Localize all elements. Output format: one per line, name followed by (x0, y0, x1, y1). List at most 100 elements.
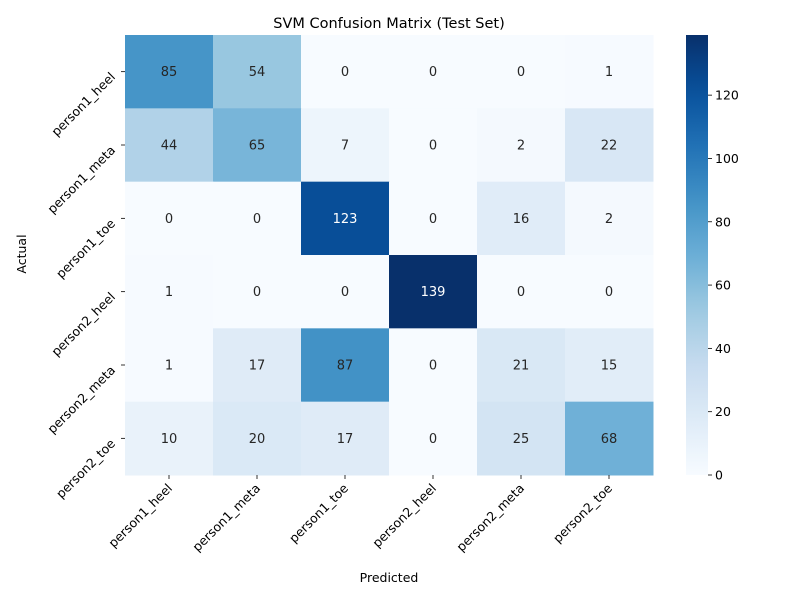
heatmap-cell (477, 35, 566, 109)
cell-value-label: 2 (517, 139, 525, 154)
cell-value-label: 1 (165, 285, 173, 300)
y-tick-label: person2_toe (53, 436, 118, 501)
cell-value-label: 0 (429, 432, 437, 447)
heatmap-cell (477, 328, 566, 403)
heatmap-cell (301, 255, 390, 329)
colorbar-tick-label: 60 (715, 278, 731, 293)
cell-value-label: 0 (429, 212, 437, 227)
heatmap-cell (213, 328, 302, 403)
y-tick-label: person2_heel (48, 289, 118, 359)
x-tick-labels: person1_heel person1_meta person1_toe perso… (105, 475, 615, 554)
heatmap-cell (301, 328, 390, 403)
cell-value-label: 44 (161, 139, 178, 154)
heatmap-cell (213, 255, 302, 329)
heatmap-cell (565, 328, 654, 403)
y-axis-label: Actual (14, 234, 29, 273)
cell-value-label: 68 (601, 432, 618, 447)
heatmap-cell (565, 181, 654, 256)
heatmap-cell (389, 181, 478, 256)
heatmap-cell (213, 181, 302, 256)
cell-value-label: 87 (337, 359, 354, 374)
heatmap-cell (477, 401, 566, 476)
cell-value-label: 16 (513, 212, 530, 227)
cell-value-label: 10 (161, 432, 178, 447)
x-tick-label: person1_toe (286, 480, 351, 545)
cell-value-label: 7 (341, 139, 349, 154)
y-tick-labels: person1_heelperson1_metaperson1_toeperso… (44, 69, 125, 501)
cell-annotations: 85 54 0 0 0 144 65 7 0 2 220 0 123 0 16 21 0 0 139 0 01 17 87 0… (161, 65, 618, 447)
cell-value-label: 21 (513, 359, 530, 374)
heatmap-cell (565, 401, 654, 476)
heatmap-cell (389, 35, 478, 109)
cell-value-label: 15 (601, 359, 618, 374)
colorbar-tick-label: 0 (715, 468, 723, 483)
y-tick-label: person1_toe (53, 216, 118, 281)
cell-value-label: 17 (337, 432, 354, 447)
cell-value-label: 65 (249, 139, 266, 154)
colorbar-tick-label: 40 (715, 341, 731, 356)
heatmap-cell (301, 181, 390, 256)
colorbar-tick-label: 120 (715, 88, 739, 103)
cell-value-label: 17 (249, 359, 266, 374)
heatmap-cell (213, 401, 302, 476)
heatmap-cell (565, 255, 654, 329)
heatmap-cell (389, 255, 478, 329)
cell-value-label: 1 (165, 359, 173, 374)
x-tick-label: person1_heel (105, 481, 175, 551)
x-tick-label: person2_meta (453, 481, 527, 555)
x-tick-label: person2_toe (550, 480, 615, 545)
heatmap-cell (565, 35, 654, 109)
cell-value-label: 0 (341, 285, 349, 300)
heatmap-cell (477, 181, 566, 256)
cell-value-label: 2 (605, 212, 613, 227)
cell-value-label: 0 (341, 65, 349, 80)
heatmap-cell (389, 401, 478, 476)
heatmap-cell (125, 328, 214, 403)
cell-value-label: 0 (605, 285, 613, 300)
colorbar-tick-label: 80 (715, 214, 731, 229)
x-tick-label: person2_heel (369, 481, 439, 551)
cell-value-label: 139 (421, 285, 446, 300)
cell-value-label: 0 (253, 212, 261, 227)
cell-value-label: 0 (517, 65, 525, 80)
cell-value-label: 54 (249, 65, 266, 80)
x-axis-label: Predicted (360, 570, 419, 585)
y-tick-label: person1_meta (44, 143, 118, 217)
y-tick-label: person2_meta (44, 363, 118, 437)
cell-value-label: 0 (429, 359, 437, 374)
heatmap-cell (213, 108, 302, 183)
heatmap-cell (477, 255, 566, 329)
heatmap-cell (389, 108, 478, 183)
heatmap-cell (213, 35, 302, 109)
heatmap-cell (125, 255, 214, 329)
cell-value-label: 85 (161, 65, 178, 80)
heatmap-cell (125, 35, 214, 109)
heatmap-cell (125, 401, 214, 476)
colorbar: 0 20 40 60 80 100 120 (686, 35, 739, 483)
heatmap-cell (565, 108, 654, 183)
cell-value-label: 0 (165, 212, 173, 227)
cell-value-label: 123 (333, 212, 358, 227)
colorbar-tick-label: 20 (715, 404, 731, 419)
heatmap-cell (125, 181, 214, 256)
cell-value-label: 1 (605, 65, 613, 80)
heatmap-cell (125, 108, 214, 183)
cell-value-label: 25 (513, 432, 530, 447)
heatmap-cells (125, 35, 654, 476)
y-tick-label: person1_heel (48, 69, 118, 139)
heatmap-cell (301, 401, 390, 476)
cell-value-label: 0 (429, 65, 437, 80)
cell-value-label: 20 (249, 432, 266, 447)
cell-value-label: 22 (601, 139, 618, 154)
cell-value-label: 0 (253, 285, 261, 300)
chart-title: SVM Confusion Matrix (Test Set) (273, 16, 505, 32)
cell-value-label: 0 (517, 285, 525, 300)
colorbar-tick-label: 100 (715, 151, 739, 166)
heatmap-cell (301, 108, 390, 183)
heatmap-cell (301, 35, 390, 109)
x-tick-label: person1_meta (189, 481, 263, 555)
heatmap-cell (389, 328, 478, 403)
colorbar-gradient (686, 35, 708, 475)
